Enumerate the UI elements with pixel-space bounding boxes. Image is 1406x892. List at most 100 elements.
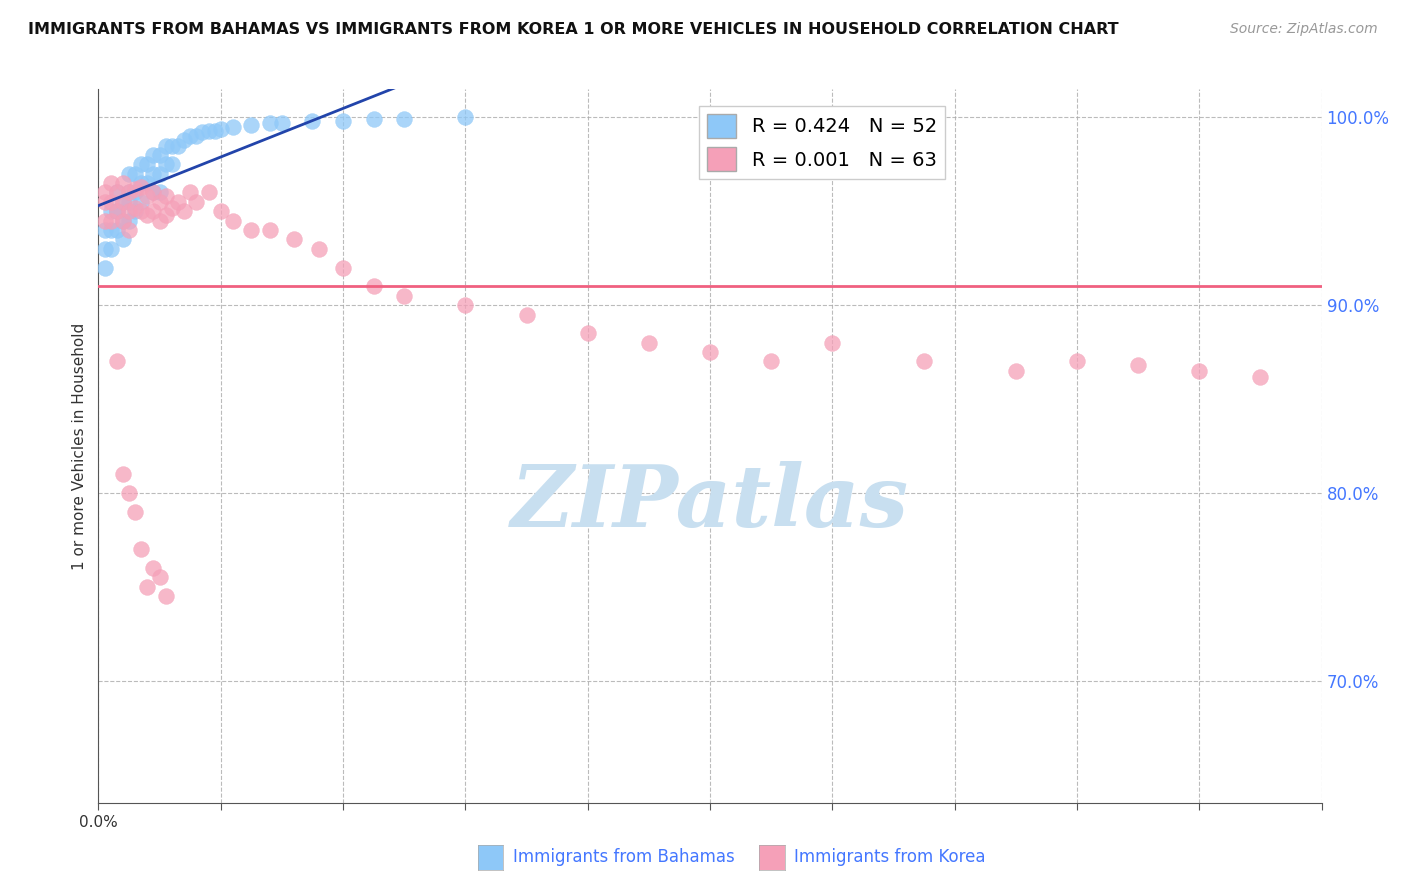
Point bbox=[93, 186, 115, 200]
Point bbox=[259, 223, 281, 237]
Point bbox=[222, 120, 245, 134]
Point bbox=[197, 123, 219, 137]
Point bbox=[100, 242, 122, 256]
Point bbox=[93, 223, 115, 237]
Point bbox=[759, 354, 782, 368]
Point bbox=[155, 208, 177, 222]
Point bbox=[149, 570, 172, 584]
Point bbox=[118, 213, 141, 227]
Point bbox=[93, 194, 115, 209]
Point bbox=[105, 186, 128, 200]
Point bbox=[111, 467, 134, 482]
Point bbox=[173, 133, 195, 147]
Point bbox=[111, 176, 134, 190]
Point bbox=[363, 112, 385, 127]
Point bbox=[129, 204, 152, 219]
Point bbox=[332, 114, 354, 128]
Point bbox=[100, 176, 122, 190]
Point bbox=[259, 116, 281, 130]
Point bbox=[105, 204, 128, 219]
Point bbox=[240, 118, 263, 132]
Point bbox=[105, 223, 128, 237]
Point bbox=[1128, 358, 1150, 372]
Point bbox=[240, 223, 263, 237]
Point bbox=[105, 204, 128, 219]
Point bbox=[129, 176, 152, 190]
Text: IMMIGRANTS FROM BAHAMAS VS IMMIGRANTS FROM KOREA 1 OR MORE VEHICLES IN HOUSEHOLD: IMMIGRANTS FROM BAHAMAS VS IMMIGRANTS FR… bbox=[28, 22, 1119, 37]
Point bbox=[124, 204, 146, 219]
Point bbox=[1188, 364, 1211, 378]
Point bbox=[129, 157, 152, 171]
Point bbox=[155, 138, 177, 153]
Point bbox=[637, 335, 661, 350]
Point bbox=[149, 186, 172, 200]
Point bbox=[1249, 369, 1271, 384]
Point bbox=[105, 354, 128, 368]
Point bbox=[136, 580, 159, 594]
Point bbox=[173, 204, 195, 219]
Point bbox=[332, 260, 354, 275]
Point bbox=[308, 242, 330, 256]
Point bbox=[124, 201, 146, 215]
Point bbox=[124, 182, 146, 196]
Point bbox=[155, 157, 177, 171]
Point bbox=[454, 298, 477, 312]
Point bbox=[129, 542, 152, 557]
Point bbox=[179, 129, 201, 144]
Point bbox=[142, 186, 165, 200]
Point bbox=[576, 326, 599, 341]
Point bbox=[209, 204, 232, 219]
Point bbox=[118, 204, 141, 219]
Point bbox=[124, 167, 146, 181]
Point bbox=[149, 194, 172, 209]
Point bbox=[204, 123, 226, 137]
Point bbox=[124, 505, 146, 519]
Point bbox=[111, 213, 134, 227]
Point bbox=[136, 176, 159, 190]
Point bbox=[197, 186, 219, 200]
Point bbox=[155, 589, 177, 603]
Point bbox=[301, 114, 323, 128]
Point bbox=[209, 121, 232, 136]
Point bbox=[142, 186, 165, 200]
Point bbox=[118, 223, 141, 237]
Point bbox=[270, 116, 292, 130]
Text: Source: ZipAtlas.com: Source: ZipAtlas.com bbox=[1230, 22, 1378, 37]
Point bbox=[191, 125, 214, 139]
Point bbox=[93, 260, 115, 275]
Point bbox=[1004, 364, 1026, 378]
Point bbox=[821, 335, 844, 350]
Point bbox=[363, 279, 385, 293]
Point bbox=[100, 194, 122, 209]
Point bbox=[136, 189, 159, 203]
Point bbox=[912, 354, 935, 368]
Point bbox=[186, 194, 208, 209]
Text: Immigrants from Korea: Immigrants from Korea bbox=[794, 848, 986, 866]
Point bbox=[149, 167, 172, 181]
Point bbox=[186, 129, 208, 144]
Point bbox=[105, 186, 128, 200]
Point bbox=[155, 189, 177, 203]
Point bbox=[136, 208, 159, 222]
Point bbox=[142, 561, 165, 575]
Point bbox=[283, 232, 305, 246]
Point bbox=[160, 157, 183, 171]
Text: ZIPatlas: ZIPatlas bbox=[510, 461, 910, 545]
Point bbox=[111, 194, 134, 209]
Point bbox=[392, 112, 416, 127]
Point bbox=[142, 148, 165, 162]
Point bbox=[149, 148, 172, 162]
Point bbox=[142, 204, 165, 219]
Point bbox=[111, 232, 134, 246]
Point bbox=[105, 204, 128, 219]
Point bbox=[392, 289, 416, 303]
Point bbox=[93, 213, 115, 227]
Y-axis label: 1 or more Vehicles in Household: 1 or more Vehicles in Household bbox=[72, 322, 87, 570]
Point bbox=[179, 186, 201, 200]
Point bbox=[118, 194, 141, 209]
Point bbox=[100, 223, 122, 237]
Point bbox=[142, 167, 165, 181]
Point bbox=[111, 194, 134, 209]
Point bbox=[118, 486, 141, 500]
Point bbox=[136, 157, 159, 171]
